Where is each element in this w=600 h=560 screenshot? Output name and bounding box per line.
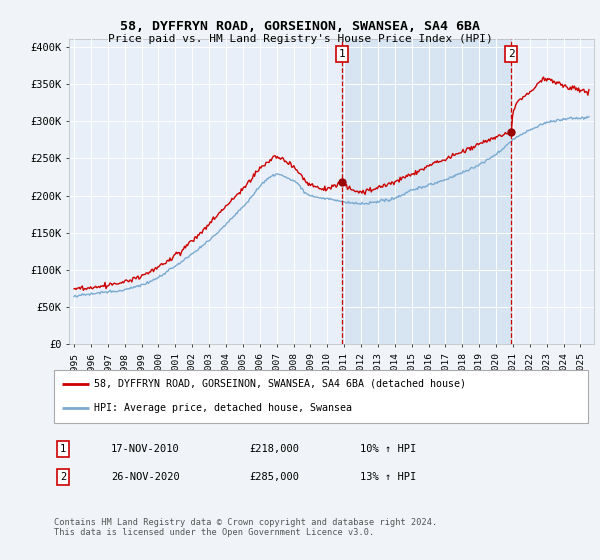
Text: 1: 1 [339,49,346,59]
Text: 1: 1 [60,444,66,454]
Text: 58, DYFFRYN ROAD, GORSEINON, SWANSEA, SA4 6BA (detached house): 58, DYFFRYN ROAD, GORSEINON, SWANSEA, SA… [94,379,466,389]
Text: £285,000: £285,000 [249,472,299,482]
Text: 10% ↑ HPI: 10% ↑ HPI [360,444,416,454]
Text: 58, DYFFRYN ROAD, GORSEINON, SWANSEA, SA4 6BA: 58, DYFFRYN ROAD, GORSEINON, SWANSEA, SA… [120,20,480,32]
Text: £218,000: £218,000 [249,444,299,454]
Text: 17-NOV-2010: 17-NOV-2010 [111,444,180,454]
Bar [342,39,511,344]
Text: HPI: Average price, detached house, Swansea: HPI: Average price, detached house, Swan… [94,403,352,413]
Text: 2: 2 [60,472,66,482]
Text: 2: 2 [508,49,515,59]
Text: Contains HM Land Registry data © Crown copyright and database right 2024.
This d: Contains HM Land Registry data © Crown c… [54,518,437,538]
Text: 26-NOV-2020: 26-NOV-2020 [111,472,180,482]
Text: 13% ↑ HPI: 13% ↑ HPI [360,472,416,482]
Text: Price paid vs. HM Land Registry's House Price Index (HPI): Price paid vs. HM Land Registry's House … [107,34,493,44]
FancyBboxPatch shape [54,370,588,423]
